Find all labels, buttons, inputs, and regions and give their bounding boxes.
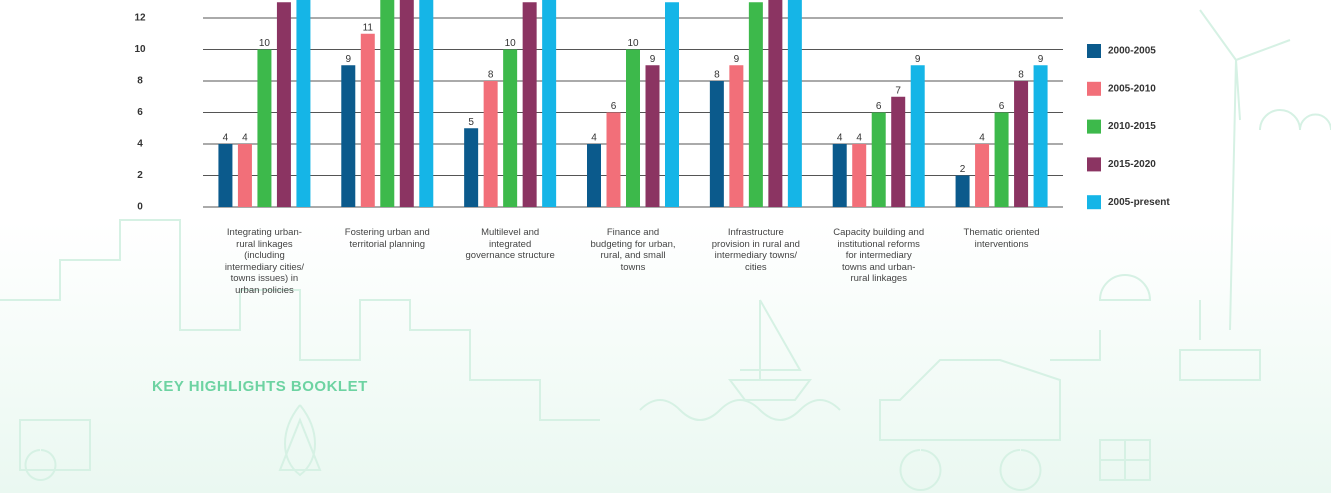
legend-swatch: [1087, 44, 1101, 58]
bar: [748, 2, 763, 207]
value-label: 8: [714, 70, 720, 81]
value-label: 13: [524, 0, 536, 2]
bar: [341, 65, 356, 207]
bar: [709, 81, 724, 207]
bar: [852, 144, 867, 207]
value-label: 13: [278, 0, 290, 2]
footer: KEY HIGHLIGHTS BOOKLET: [152, 378, 368, 395]
bar: [665, 2, 679, 207]
value-label: 11: [363, 22, 374, 33]
value-label: 2: [960, 164, 966, 175]
bar: [768, 0, 783, 207]
value-label: 13: [750, 0, 762, 2]
y-tick-label: 2: [137, 170, 143, 181]
x-tick-label: Fostering urban and territorial planning: [344, 227, 430, 250]
value-label: 6: [876, 101, 882, 112]
bar: [606, 112, 621, 207]
y-tick-label: 0: [137, 202, 143, 213]
bar: [419, 0, 434, 207]
bar: [645, 65, 660, 207]
bar: [218, 144, 233, 207]
value-label: 9: [915, 54, 921, 65]
legend-label: 2005-present: [1108, 197, 1170, 208]
value-label: 4: [856, 133, 862, 144]
value-label: 9: [1038, 54, 1044, 65]
bar: [483, 81, 498, 207]
bar: [626, 49, 640, 207]
x-tick-label: Infrastructure provision in rural and in…: [711, 227, 800, 273]
decoration: [0, 9, 1331, 491]
value-label: 8: [488, 70, 494, 81]
bar: [994, 112, 1009, 207]
legend-swatch: [1087, 81, 1101, 96]
bar: [360, 33, 375, 207]
value-label: 8: [1018, 70, 1024, 81]
y-tick-label: 4: [137, 139, 143, 150]
bar: [503, 49, 518, 207]
value-label: 6: [611, 101, 617, 112]
bar: [975, 144, 990, 207]
bar: [276, 2, 291, 207]
value-label: 9: [734, 54, 740, 65]
value-label: 9: [650, 54, 656, 65]
legend-label: 2010-2015: [1108, 121, 1156, 132]
value-label: 6: [999, 101, 1005, 112]
y-tick-label: 6: [137, 107, 143, 118]
bar: [955, 175, 970, 207]
legend-swatch: [1087, 119, 1101, 134]
bar: [587, 144, 601, 207]
legend-label: 2000-2005: [1108, 46, 1156, 57]
x-tick-label: Finance and budgeting for urban, rural, …: [590, 227, 676, 273]
x-tick-label: Thematic oriented interventions: [963, 227, 1040, 250]
bar: [522, 2, 537, 207]
value-label: 10: [505, 38, 517, 49]
bar: [1033, 65, 1048, 207]
value-label: 10: [259, 38, 271, 49]
bar: [542, 0, 557, 207]
value-label: 4: [837, 133, 843, 144]
bar: [399, 0, 414, 207]
bar: [910, 65, 925, 207]
bar: [257, 49, 272, 207]
x-tick-label: Integrating urban-rural linkages (includ…: [224, 227, 305, 296]
bar: [832, 144, 847, 207]
bar: [891, 96, 906, 207]
bar: [296, 0, 311, 207]
y-tick-label: 8: [137, 76, 143, 87]
value-label: 5: [468, 117, 474, 128]
value-label: 13: [666, 0, 678, 2]
value-label: 7: [895, 85, 901, 96]
legend-swatch: [1087, 157, 1101, 172]
legend-swatch: [1087, 195, 1101, 210]
legend-label: 2005-2010: [1108, 83, 1156, 94]
x-tick-label: Capacity building and institutional refo…: [833, 227, 925, 284]
value-label: 4: [242, 133, 248, 144]
value-label: 4: [223, 133, 229, 144]
x-tick-label: Multilevel and integrated governance str…: [465, 227, 555, 261]
y-tick-label: 10: [134, 44, 146, 55]
y-tick-label: 12: [134, 13, 146, 24]
bar: [787, 0, 802, 207]
bar: [1014, 81, 1029, 207]
bar: [237, 144, 252, 207]
value-label: 4: [591, 133, 597, 144]
value-label: 9: [346, 54, 352, 65]
bar: [871, 112, 886, 207]
legend-label: 2015-2020: [1108, 159, 1156, 170]
bar: [464, 128, 479, 207]
bar: [380, 0, 395, 207]
bar: [729, 65, 744, 207]
value-label: 4: [979, 133, 985, 144]
value-label: 10: [627, 38, 639, 49]
